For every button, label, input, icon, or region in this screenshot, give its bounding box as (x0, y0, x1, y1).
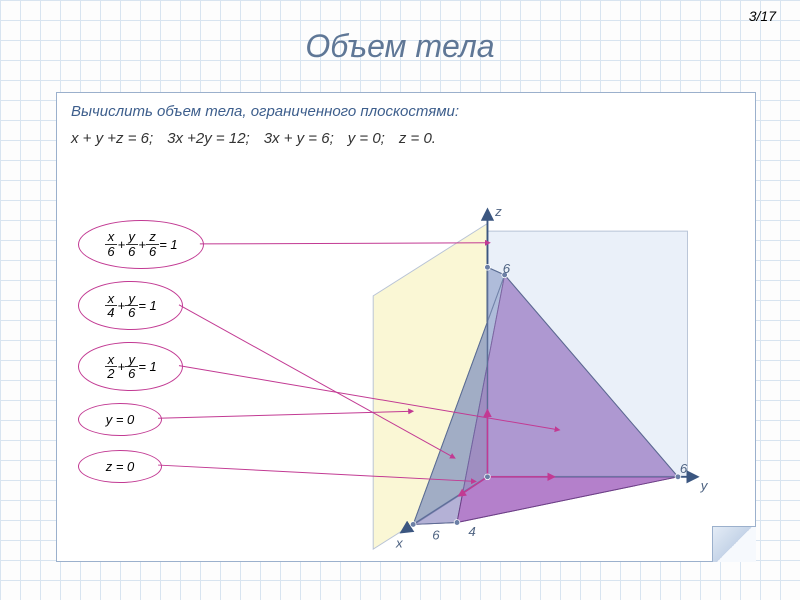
equation: x + y +z = 6; (71, 130, 153, 147)
axis-label: 6 (432, 528, 440, 543)
axis-label: x (395, 535, 404, 550)
equation-bubble: y = 0 (78, 403, 162, 436)
axis-label: 6 (680, 461, 688, 476)
problem-heading: Вычислить объем тела, ограниченного плос… (71, 101, 741, 124)
equation: z = 0. (399, 130, 436, 147)
equation-bubble: x4 + y6 = 1 (78, 281, 183, 330)
page-number: 3/17 (749, 8, 776, 24)
axis-label: y (700, 478, 709, 493)
axis-label: 6 (503, 261, 511, 276)
vertex-point (454, 520, 460, 526)
equation-bubble: x6 + y6 + z6 = 1 (78, 220, 204, 269)
equation: 3x +2y = 12; (167, 130, 250, 147)
vertex-point (485, 474, 491, 480)
page-corner-fold (712, 526, 756, 562)
equation: y = 0; (348, 130, 385, 147)
equation-bubble: x2 + y6 = 1 (78, 342, 183, 391)
problem-statement: Вычислить объем тела, ограниченного плос… (71, 101, 741, 150)
scene-3d: z y x 6 6 6 4 (257, 153, 737, 553)
axis-label: 4 (468, 524, 475, 539)
content-frame: Вычислить объем тела, ограниченного плос… (56, 92, 756, 562)
page-title: Объем тела (0, 28, 800, 65)
equation-bubble: z = 0 (78, 450, 162, 483)
problem-equations: x + y +z = 6; 3x +2y = 12; 3x + y = 6; y = … (71, 128, 741, 151)
vertex-point (485, 264, 491, 270)
axis-label: z (494, 204, 502, 219)
equation: 3x + y = 6; (264, 130, 334, 147)
vertex-point (410, 522, 416, 528)
